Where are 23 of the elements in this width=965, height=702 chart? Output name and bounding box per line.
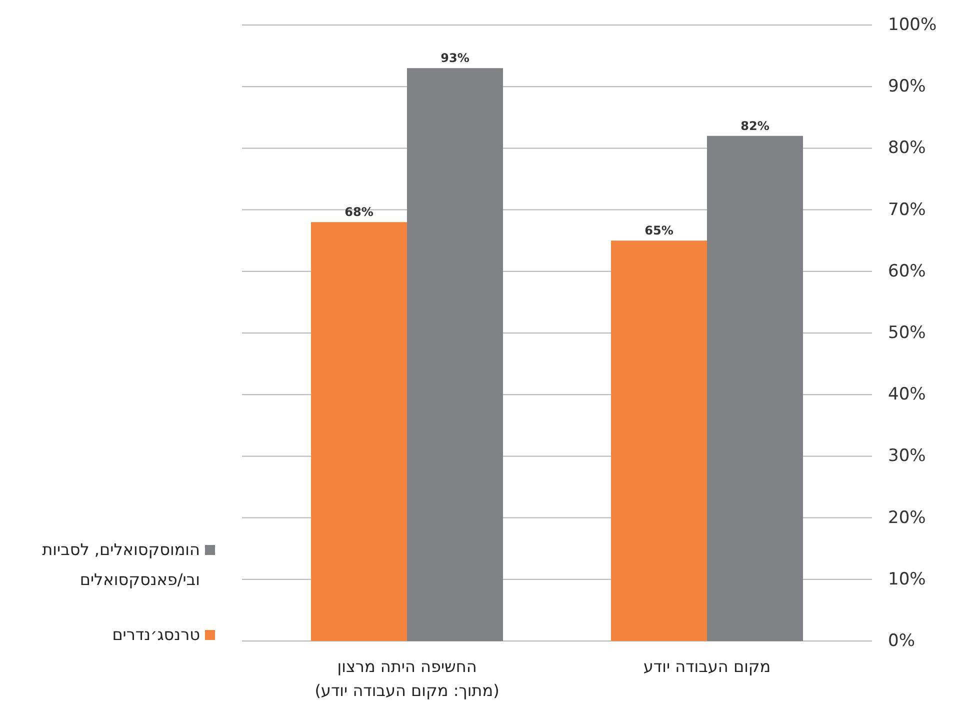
legend-label: הומוסקסואלים, לסביות ובי/פאנסקסואלים (41, 539, 200, 591)
y-tick-label: 100% (888, 15, 937, 35)
bar (407, 68, 503, 641)
data-label: 93% (440, 51, 470, 66)
y-tick-label: 80% (888, 138, 926, 158)
bar (707, 136, 803, 641)
y-tick-label: 10% (888, 569, 926, 590)
y-tick-label: 20% (888, 508, 926, 528)
data-label: 68% (344, 205, 374, 220)
y-tick-label: 90% (888, 76, 926, 97)
legend-label: טרנסג׳נדרים (112, 624, 200, 646)
x-tick-label: מקום העבודה יודע (642, 656, 772, 678)
y-tick-label: 60% (888, 261, 926, 282)
y-tick-label: 70% (888, 200, 926, 220)
bar (311, 222, 407, 641)
x-tick-label: החשיפה היתה מרצון (מתוך: מקום העבודה יודע) (314, 656, 500, 702)
data-label: 65% (644, 224, 674, 238)
y-tick-label: 50% (888, 323, 926, 343)
y-tick-label: 0% (888, 631, 915, 651)
data-label: 82% (740, 118, 770, 133)
y-tick-label: 40% (888, 384, 926, 405)
bar (611, 240, 707, 641)
y-tick-label: 30% (888, 446, 926, 466)
